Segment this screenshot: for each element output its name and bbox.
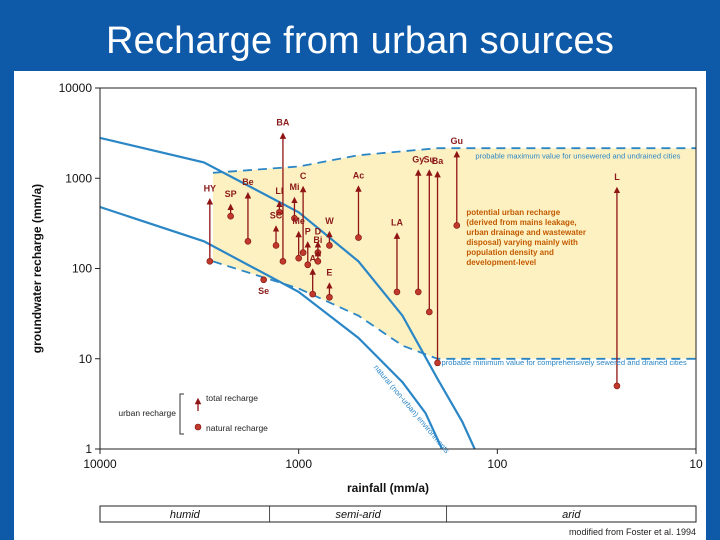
y-tick-label: 10000 xyxy=(59,81,93,95)
city-label: Se xyxy=(258,286,269,296)
city-label: Me xyxy=(292,216,305,226)
city-label: SC xyxy=(270,210,283,220)
natural-recharge-dot xyxy=(276,208,283,216)
climate-label: humid xyxy=(170,509,201,521)
city-label: LA xyxy=(391,218,403,228)
climate-label: semi-arid xyxy=(336,509,382,521)
city-label: Su xyxy=(424,155,436,165)
natural-recharge-dot xyxy=(227,212,234,220)
potential-recharge-annotation: population density and xyxy=(466,248,554,257)
city-label: A xyxy=(309,254,316,264)
natural-recharge-dot xyxy=(326,293,333,301)
y-tick-label: 10 xyxy=(79,352,93,366)
city-label: LI xyxy=(275,186,283,196)
figure-panel: 1 10 100 1000 10000 10000 1000 100 10 rainfall (m… xyxy=(14,71,706,540)
legend-group-label: urban recharge xyxy=(118,408,176,418)
potential-recharge-annotation: potential urban recharge xyxy=(466,208,560,217)
natural-recharge-dot xyxy=(326,242,333,249)
x-axis-title: rainfall (mm/a) xyxy=(347,481,429,495)
legend-natural-label: natural recharge xyxy=(206,423,268,433)
city-label: Be xyxy=(242,177,254,187)
natural-recharge-dot xyxy=(279,258,287,265)
natural-upper-curve xyxy=(100,136,476,449)
city-label: Ba xyxy=(432,156,444,166)
natural-recharge-dot xyxy=(299,249,307,256)
credit-note: modified from Foster et al. 1994 xyxy=(569,527,696,537)
natural-recharge-dot xyxy=(260,276,267,284)
x-tick-label: 100 xyxy=(487,457,507,471)
climate-label: arid xyxy=(562,509,581,521)
natural-recharge-dot xyxy=(355,234,362,241)
city-label: HY xyxy=(204,183,217,193)
x-tick-label: 10000 xyxy=(83,457,117,471)
natural-recharge-dot xyxy=(434,359,441,367)
y-tick-label: 1000 xyxy=(65,171,92,185)
legend-total-label: total recharge xyxy=(206,393,258,403)
city-label: Gu xyxy=(451,136,464,146)
city-label: Bi xyxy=(313,235,322,245)
natural-recharge-dot xyxy=(314,258,322,265)
potential-recharge-annotation: development-level xyxy=(466,258,536,267)
city-label: W xyxy=(325,216,334,226)
climate-bar xyxy=(99,505,697,523)
city-label: Gy xyxy=(412,155,424,165)
city-label: Mi xyxy=(289,182,299,192)
natural-recharge-dot xyxy=(295,254,302,262)
y-axis-title: groundwater recharge (mm/a) xyxy=(30,184,44,353)
natural-recharge-dot xyxy=(453,222,461,229)
x-tick-label: 1000 xyxy=(285,457,312,471)
max-line-annotation: probable maximum value for unsewered and… xyxy=(475,152,680,161)
natural-recharge-dot xyxy=(272,242,280,249)
x-tick-label: 10 xyxy=(689,457,703,471)
potential-recharge-annotation: urban drainage and wastewater xyxy=(466,228,586,237)
natural-recharge-dot xyxy=(244,238,252,245)
city-label: SP xyxy=(225,189,237,199)
minimum-dashed-line xyxy=(212,260,696,360)
city-label: Ac xyxy=(353,171,365,181)
natural-recharge-dot xyxy=(309,290,316,298)
y-tick-label: 1 xyxy=(85,442,92,456)
city-label: BA xyxy=(276,118,289,128)
potential-recharge-annotation: disposal) varying mainly with xyxy=(466,238,578,247)
natural-curve-annotation: natural (non-urban) environments xyxy=(372,363,451,455)
legend-dot xyxy=(194,423,202,431)
city-label: D xyxy=(315,226,322,236)
city-label: C xyxy=(300,171,307,181)
natural-recharge-dot xyxy=(414,288,422,296)
natural-recharge-dot xyxy=(426,308,433,316)
legend-bracket xyxy=(179,393,184,435)
city-label: E xyxy=(326,267,332,277)
city-label: L xyxy=(614,172,620,182)
natural-recharge-dot xyxy=(393,288,401,296)
natural-recharge-dot xyxy=(304,261,312,269)
natural-recharge-dot xyxy=(613,382,621,390)
natural-lower-curve xyxy=(100,205,443,449)
potential-recharge-area xyxy=(213,148,696,359)
slide-title: Recharge from urban sources xyxy=(105,20,615,62)
natural-recharge-dot xyxy=(291,214,298,222)
min-line-annotation: probable minimum value for comprehensive… xyxy=(442,358,687,367)
potential-recharge-annotation: (derived from mains leakage, xyxy=(466,218,576,227)
recharge-chart: 1 10 100 1000 10000 10000 1000 100 10 rainfall (m… xyxy=(30,81,703,537)
natural-recharge-dot xyxy=(206,258,214,265)
y-tick-label: 100 xyxy=(72,262,92,276)
city-label: P xyxy=(305,226,311,236)
